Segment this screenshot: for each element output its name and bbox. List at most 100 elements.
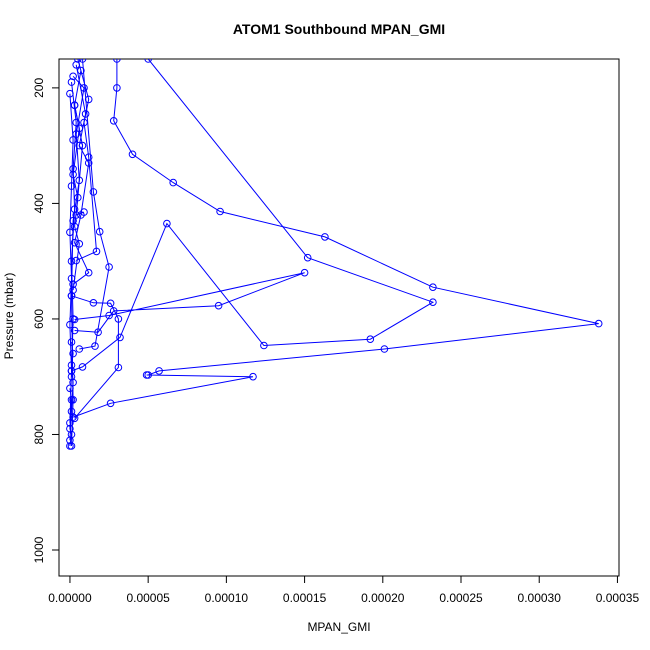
data-point	[80, 84, 88, 92]
data-point	[77, 66, 85, 75]
profile-line-7	[72, 64, 90, 285]
data-point	[366, 335, 375, 344]
data-point	[142, 371, 151, 379]
y-tick-label: 800	[32, 424, 46, 444]
data-point	[214, 301, 223, 310]
data-point	[91, 342, 99, 350]
x-tick-label: 0.00005	[126, 591, 170, 605]
data-point	[84, 95, 93, 104]
data-point	[113, 84, 121, 92]
data-point	[116, 333, 124, 342]
x-tick-label: 0.00025	[439, 591, 483, 605]
data-point	[75, 240, 84, 248]
data-point	[92, 247, 101, 256]
data-point	[144, 59, 152, 63]
x-axis-title: MPAN_GMI	[307, 620, 370, 634]
data-point	[69, 216, 77, 225]
y-tick-label: 200	[32, 78, 46, 98]
data-point	[70, 101, 79, 109]
data-point	[106, 399, 115, 408]
data-point	[163, 219, 171, 228]
data-point	[66, 384, 74, 393]
data-point	[128, 150, 137, 159]
profile-line-2	[71, 59, 435, 372]
data-point	[155, 367, 163, 375]
x-tick-label: 0.00035	[596, 591, 640, 605]
data-point	[70, 222, 79, 231]
data-point	[106, 299, 115, 308]
data-point	[114, 315, 123, 323]
x-tick-label: 0.00015	[283, 591, 327, 605]
data-point	[109, 117, 118, 125]
profile-line-1	[72, 59, 599, 418]
data-point	[89, 188, 98, 196]
data-point	[72, 211, 80, 219]
y-tick-label: 400	[32, 193, 46, 213]
plot-frame	[58, 58, 620, 577]
data-point	[67, 430, 76, 439]
y-tick-label: 1000	[32, 536, 46, 563]
plot-area	[66, 59, 603, 450]
profile-line-12	[74, 70, 85, 216]
data-point	[89, 299, 98, 307]
data-point	[594, 319, 603, 328]
data-point	[69, 286, 77, 294]
data-point	[113, 59, 121, 63]
profile-line-13	[69, 342, 74, 441]
data-point	[66, 320, 74, 329]
data-point	[429, 298, 437, 307]
x-tick-label: 0.00030	[518, 591, 562, 605]
data-point	[80, 118, 88, 127]
data-point	[109, 307, 118, 315]
data-point	[67, 78, 76, 86]
data-point	[66, 89, 74, 98]
data-point	[67, 338, 76, 346]
profile-line-9	[70, 82, 77, 377]
data-point	[69, 136, 77, 144]
data-point	[114, 363, 123, 372]
data-point	[380, 345, 389, 353]
data-point	[78, 141, 87, 150]
data-point	[69, 378, 77, 387]
data-point	[169, 178, 177, 187]
data-point	[216, 207, 224, 216]
data-point	[105, 263, 113, 271]
x-tick-label: 0.00020	[361, 591, 405, 605]
y-axis: 200 400 600 800 1000	[32, 78, 60, 563]
profile-line-5	[79, 59, 110, 350]
x-tick-label: 0.00010	[205, 591, 249, 605]
data-point	[260, 341, 268, 350]
data-point	[75, 345, 84, 353]
data-point	[78, 363, 87, 371]
data-point	[66, 228, 74, 237]
y-axis-title: Pressure (mbar)	[2, 273, 16, 360]
data-point	[95, 227, 104, 236]
data-point	[105, 311, 113, 320]
data-point	[69, 170, 77, 179]
x-axis: 0.00000 0.00005 0.00010 0.00015 0.00020 0.000…	[48, 575, 640, 605]
profile-line-14	[69, 388, 73, 447]
data-point	[84, 159, 93, 167]
data-point	[81, 110, 90, 118]
data-point	[67, 396, 76, 404]
data-point	[72, 118, 80, 127]
data-point	[70, 326, 79, 335]
data-point	[78, 59, 87, 63]
data-point	[300, 268, 309, 277]
data-point	[67, 182, 76, 190]
data-point	[321, 233, 329, 241]
data-point	[67, 361, 76, 370]
chart-title: ATOM1 Southbound MPAN_GMI	[233, 21, 445, 37]
data-point	[429, 283, 437, 292]
data-point	[80, 208, 88, 216]
data-point	[69, 349, 77, 358]
data-point	[84, 268, 93, 277]
data-point	[72, 61, 80, 69]
data-point	[66, 442, 74, 450]
x-tick-label: 0.00000	[48, 591, 92, 605]
profile-line-4	[74, 272, 305, 333]
profile-line-10	[69, 93, 74, 423]
data-point	[249, 372, 257, 381]
data-point	[70, 238, 79, 247]
